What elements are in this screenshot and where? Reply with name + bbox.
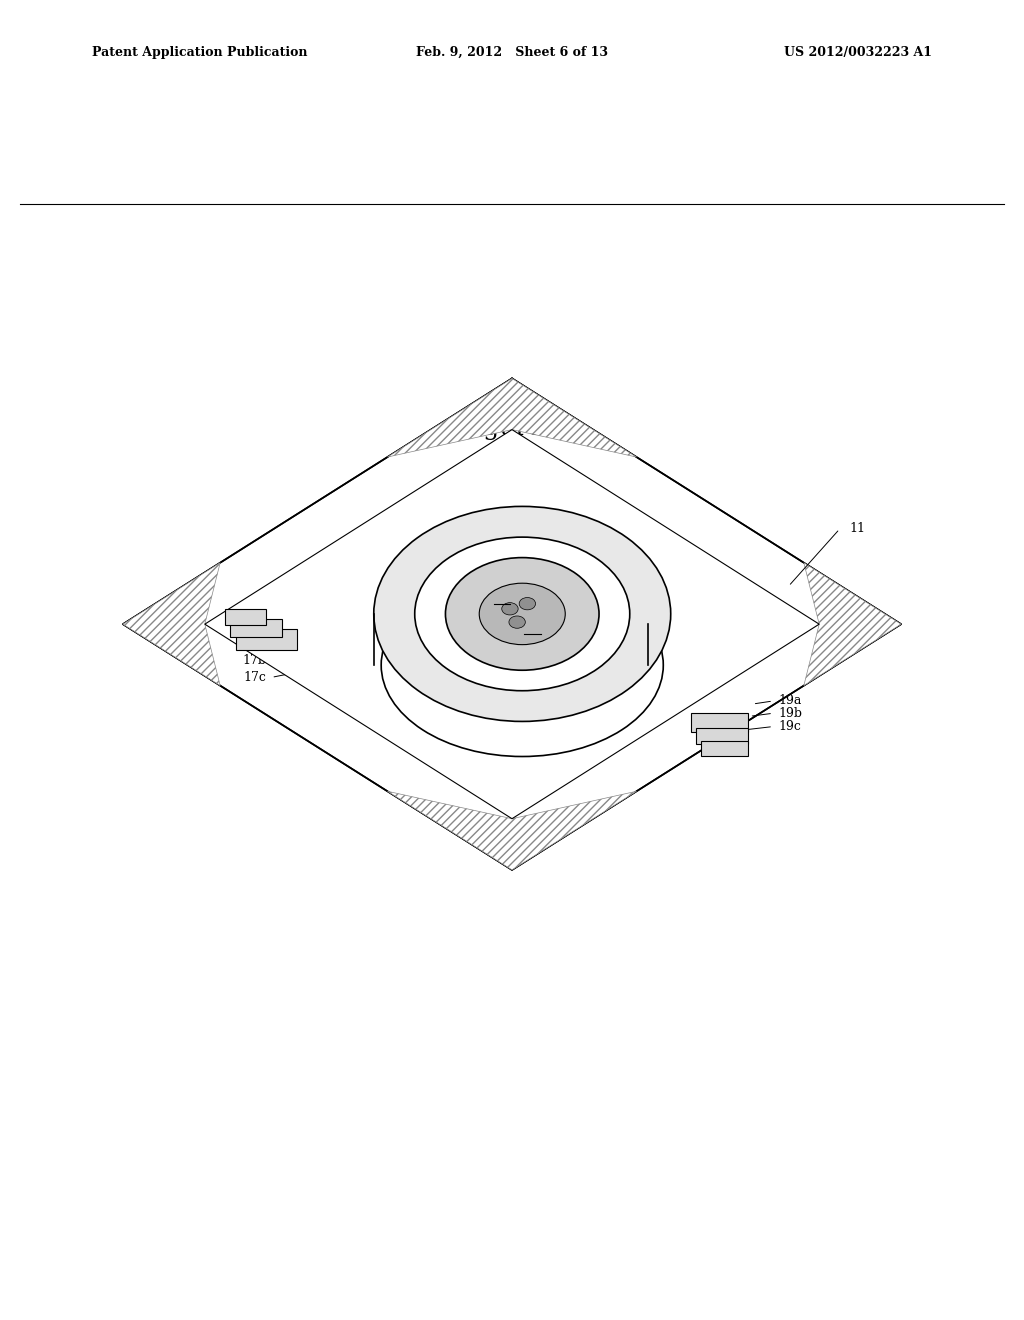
Ellipse shape [415, 537, 630, 690]
Text: Figure 8: Figure 8 [458, 417, 566, 440]
Text: 19b: 19b [778, 706, 802, 719]
FancyBboxPatch shape [696, 727, 748, 744]
Text: 13: 13 [373, 577, 389, 590]
Text: 16b: 16b [696, 572, 721, 585]
Text: 30: 30 [727, 597, 743, 610]
Text: 11: 11 [850, 523, 866, 536]
Polygon shape [205, 429, 819, 818]
Ellipse shape [374, 507, 671, 722]
Ellipse shape [381, 574, 664, 756]
Text: 19a: 19a [778, 694, 802, 708]
FancyBboxPatch shape [691, 713, 748, 731]
Text: 16a: 16a [386, 552, 410, 564]
FancyBboxPatch shape [225, 609, 266, 626]
Polygon shape [804, 562, 901, 685]
Text: 17a: 17a [243, 638, 266, 651]
Ellipse shape [519, 598, 536, 610]
Text: 17b: 17b [243, 653, 266, 667]
Text: US 2012/0032223 A1: US 2012/0032223 A1 [783, 46, 932, 59]
Polygon shape [123, 562, 220, 685]
Text: Patent Application Publication: Patent Application Publication [92, 46, 307, 59]
Ellipse shape [445, 557, 599, 671]
Text: 40: 40 [524, 689, 541, 702]
Text: Feb. 9, 2012   Sheet 6 of 13: Feb. 9, 2012 Sheet 6 of 13 [416, 46, 608, 59]
FancyBboxPatch shape [230, 619, 282, 638]
Text: 19c: 19c [778, 721, 801, 733]
Polygon shape [387, 791, 637, 870]
FancyBboxPatch shape [701, 741, 748, 756]
Polygon shape [123, 379, 901, 870]
Ellipse shape [509, 616, 525, 628]
FancyBboxPatch shape [236, 630, 297, 649]
Ellipse shape [479, 583, 565, 644]
Polygon shape [387, 379, 637, 457]
Text: 17c: 17c [244, 671, 266, 684]
Ellipse shape [502, 603, 518, 615]
